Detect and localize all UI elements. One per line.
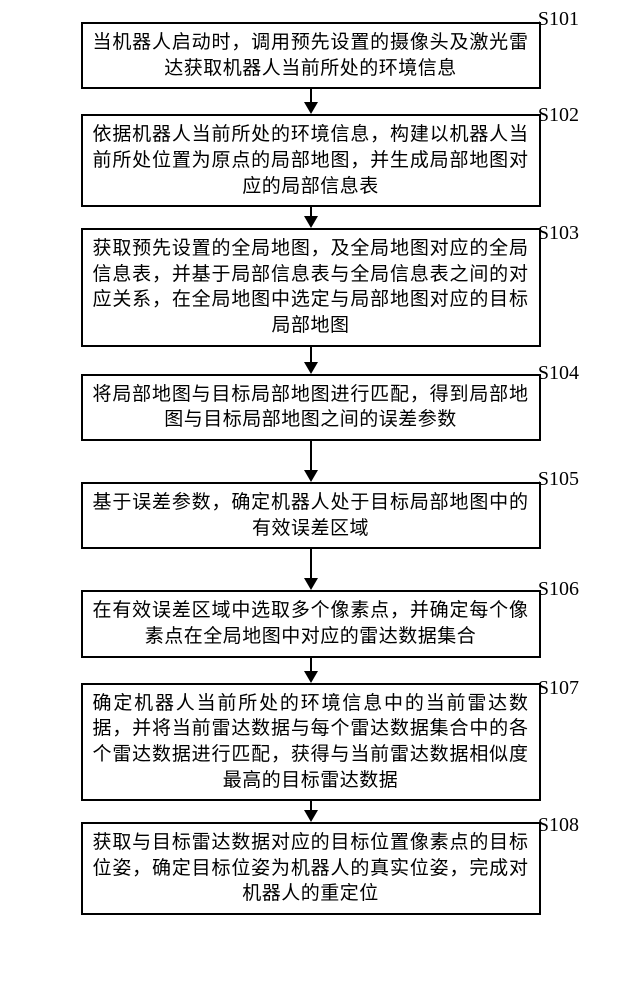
step-label-s108: S108 bbox=[538, 814, 579, 837]
step-label-s107: S107 bbox=[538, 677, 579, 700]
arrow-line bbox=[310, 658, 312, 672]
step-label-s105: S105 bbox=[538, 468, 579, 491]
step-label-s106: S106 bbox=[538, 578, 579, 601]
arrow-head-icon bbox=[304, 578, 318, 590]
arrow-head-icon bbox=[304, 216, 318, 228]
step-row-s105: 基于误差参数，确定机器人处于目标局部地图中的有效误差区域S105 bbox=[0, 482, 621, 549]
step-row-s104: 将局部地图与目标局部地图进行匹配，得到局部地图与目标局部地图之间的误差参数S10… bbox=[0, 374, 621, 441]
arrow-s102 bbox=[0, 207, 621, 228]
step-row-s103: 获取预先设置的全局地图，及全局地图对应的全局信息表，并基于局部信息表与全局信息表… bbox=[0, 228, 621, 347]
arrow-line bbox=[310, 89, 312, 103]
arrow-head-icon bbox=[304, 362, 318, 374]
arrow-line bbox=[310, 549, 312, 579]
arrow-head-icon bbox=[304, 810, 318, 822]
arrow-icon bbox=[304, 347, 318, 374]
step-box-s105: 基于误差参数，确定机器人处于目标局部地图中的有效误差区域 bbox=[81, 482, 541, 549]
step-label-s103: S103 bbox=[538, 222, 579, 245]
arrow-s105 bbox=[0, 549, 621, 590]
step-label-s104: S104 bbox=[538, 362, 579, 385]
arrow-head-icon bbox=[304, 102, 318, 114]
arrow-icon bbox=[304, 801, 318, 822]
step-box-s103: 获取预先设置的全局地图，及全局地图对应的全局信息表，并基于局部信息表与全局信息表… bbox=[81, 228, 541, 347]
arrow-icon bbox=[304, 658, 318, 683]
flowchart-container: 当机器人启动时，调用预先设置的摄像头及激光雷达获取机器人当前所处的环境信息S10… bbox=[0, 0, 621, 1000]
step-row-s101: 当机器人启动时，调用预先设置的摄像头及激光雷达获取机器人当前所处的环境信息S10… bbox=[0, 22, 621, 89]
step-box-s107: 确定机器人当前所处的环境信息中的当前雷达数据，并将当前雷达数据与每个雷达数据集合… bbox=[81, 683, 541, 802]
step-box-s104: 将局部地图与目标局部地图进行匹配，得到局部地图与目标局部地图之间的误差参数 bbox=[81, 374, 541, 441]
arrow-head-icon bbox=[304, 671, 318, 683]
arrow-s104 bbox=[0, 441, 621, 482]
step-box-s102: 依据机器人当前所处的环境信息，构建以机器人当前所处位置为原点的局部地图，并生成局… bbox=[81, 114, 541, 207]
arrow-s103 bbox=[0, 347, 621, 374]
arrow-line bbox=[310, 441, 312, 471]
step-label-s102: S102 bbox=[538, 104, 579, 127]
step-row-s107: 确定机器人当前所处的环境信息中的当前雷达数据，并将当前雷达数据与每个雷达数据集合… bbox=[0, 683, 621, 802]
arrow-icon bbox=[304, 549, 318, 590]
arrow-icon bbox=[304, 207, 318, 228]
step-row-s108: 获取与目标雷达数据对应的目标位置像素点的目标位姿，确定目标位姿为机器人的真实位姿… bbox=[0, 822, 621, 915]
arrow-s101 bbox=[0, 89, 621, 114]
step-box-s106: 在有效误差区域中选取多个像素点，并确定每个像素点在全局地图中对应的雷达数据集合 bbox=[81, 590, 541, 657]
step-box-s101: 当机器人启动时，调用预先设置的摄像头及激光雷达获取机器人当前所处的环境信息 bbox=[81, 22, 541, 89]
step-label-s101: S101 bbox=[538, 8, 579, 31]
step-box-s108: 获取与目标雷达数据对应的目标位置像素点的目标位姿，确定目标位姿为机器人的真实位姿… bbox=[81, 822, 541, 915]
arrow-icon bbox=[304, 441, 318, 482]
step-row-s102: 依据机器人当前所处的环境信息，构建以机器人当前所处位置为原点的局部地图，并生成局… bbox=[0, 114, 621, 207]
arrow-icon bbox=[304, 89, 318, 114]
arrow-line bbox=[310, 347, 312, 363]
step-row-s106: 在有效误差区域中选取多个像素点，并确定每个像素点在全局地图中对应的雷达数据集合S… bbox=[0, 590, 621, 657]
arrow-s107 bbox=[0, 801, 621, 822]
arrow-head-icon bbox=[304, 470, 318, 482]
arrow-s106 bbox=[0, 658, 621, 683]
